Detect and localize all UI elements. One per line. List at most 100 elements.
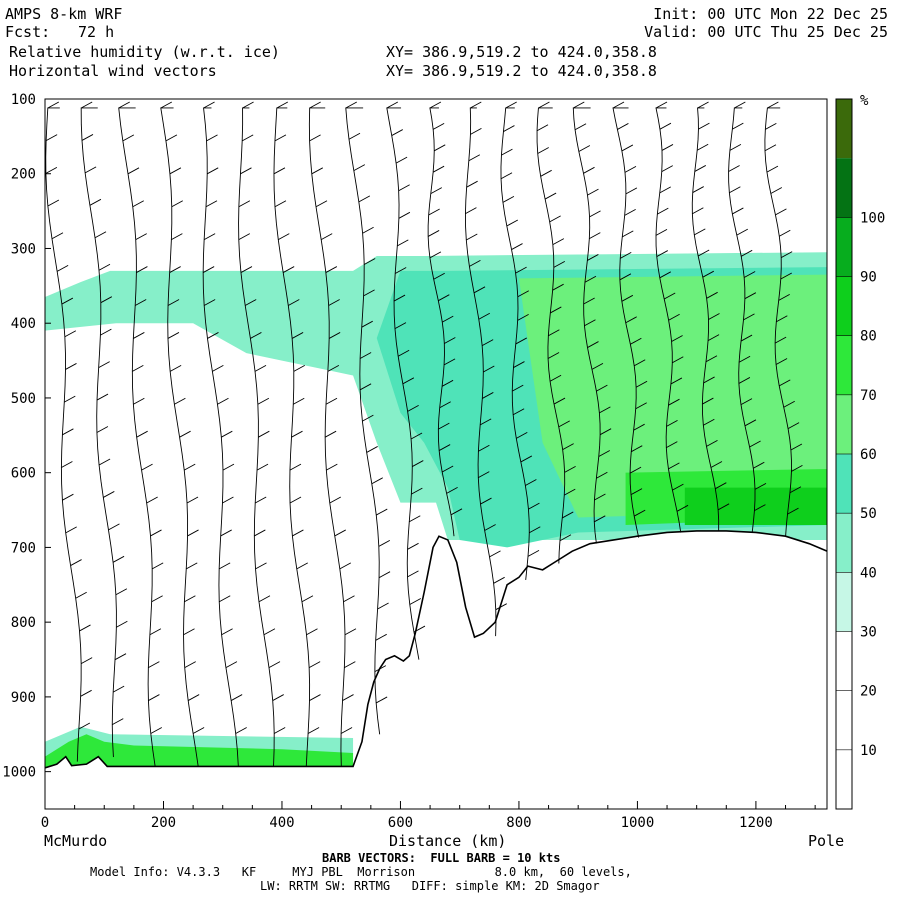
barb-flag [397,349,410,357]
barb-flag [489,550,501,558]
barb-staff [345,107,381,735]
barb-flag [179,430,191,438]
barb-flag [659,186,671,194]
wind-barb-column [386,101,426,660]
barb-flag [629,466,642,474]
barb-flag [470,127,482,135]
barb-flag [64,395,76,403]
barb-staff [427,107,455,537]
barb-flag [612,101,625,109]
barb-flag [307,727,320,734]
barb-flag [103,491,115,498]
barb-flag [621,294,634,302]
barb-flag [241,134,254,142]
barb-flag [710,461,723,468]
barb-flag [512,384,524,392]
barb-staff [238,107,275,767]
barb-flag [98,458,111,466]
barb-flag [339,562,352,570]
x-tick-label: 600 [388,815,413,831]
barb-flag [506,219,519,227]
barb-flag [412,460,424,467]
barb-flag [133,332,145,339]
barb-flag [398,184,410,192]
y-tick-label: 400 [11,316,36,332]
barb-flag [150,727,162,734]
barb-flag [620,251,632,259]
barb-flag [589,210,601,218]
barb-flag [779,379,791,387]
barb-flag [430,187,442,195]
barb-flag [433,272,445,280]
barb-flag [219,595,231,603]
barb-flag [375,696,388,704]
barb-flag [291,332,304,339]
barb-flag [293,397,305,405]
barb-flag [254,529,266,537]
barb-flag [329,496,342,504]
barb-flag [676,504,689,512]
wind-barb-column [572,101,612,544]
barb-flag [186,496,199,504]
barb-flag [429,101,442,109]
barb-flag [375,633,387,641]
barb-flag [148,661,160,669]
barb-flag [717,503,730,511]
barb-flag [254,364,267,372]
barb-flag [468,154,481,162]
barb-flag [740,334,753,342]
barb-flag [444,337,456,344]
barb-flag [61,297,74,305]
barb-staff [500,107,530,580]
barb-staff [273,107,311,767]
barb-staff [572,107,601,544]
barb-staff [80,107,117,758]
barb-flag [754,483,767,490]
colorbar-swatch [836,631,852,691]
barb-staff [386,107,420,660]
x-tick-label: 1000 [621,815,655,831]
barb-flag [311,167,323,175]
barb-flag [573,101,585,109]
x-tick-label: 800 [506,815,531,831]
barb-flag [470,101,482,109]
barb-flag [550,306,562,314]
barb-flag [744,419,757,427]
barb-flag [766,165,779,173]
barb-flag [348,132,361,140]
barb-flag [481,339,494,347]
barb-flag [327,364,340,372]
barb-flag [202,266,215,273]
colorbar-swatch [836,158,852,218]
colorbar-swatch [836,572,852,632]
y-tick-label: 100 [11,92,36,108]
barb-flag [328,299,340,306]
wind-barb-column [238,101,286,767]
barb-flag [547,352,560,359]
barb-flag [203,299,216,306]
barb-flag [273,167,286,175]
barb-flag [371,477,384,485]
barb-flag [633,359,646,367]
barb-flag [203,101,215,109]
barb-flag [743,313,755,321]
barb-flag [80,689,92,697]
barb-flag [62,493,74,501]
wind-barb-column [655,101,689,533]
barb-flag [160,101,173,109]
barb-flag [661,144,674,151]
barb-flag [549,374,562,382]
barb-flag [740,398,753,406]
wind-barb-column [464,101,507,637]
barb-flag [306,628,318,636]
barb-flag [441,465,454,473]
barb-flag [630,488,643,496]
barb-flag [393,294,406,302]
barb-flag [791,465,803,472]
barb-flag [192,727,205,734]
barb-flag [707,334,720,342]
wind-barb-column [764,101,803,536]
terrain-line [45,530,827,769]
barb-flag [378,539,391,547]
barb-flag [540,169,552,177]
